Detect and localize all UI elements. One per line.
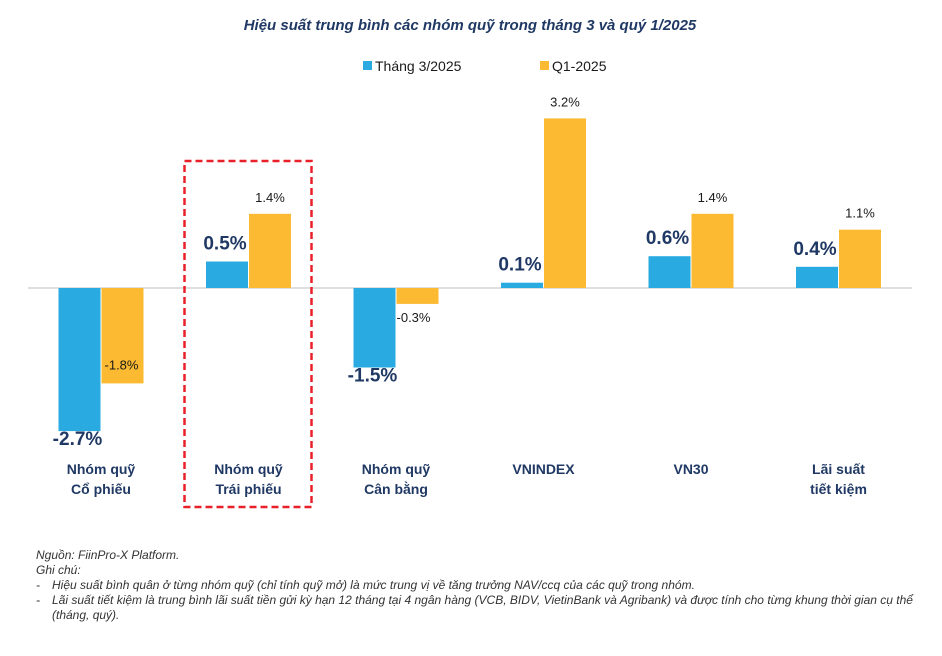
data-label-quarter: 1.1%	[845, 206, 875, 221]
category-label: VN30	[673, 461, 708, 477]
legend-label: Tháng 3/2025	[375, 58, 462, 74]
data-label-month: 0.5%	[203, 234, 246, 255]
chart-title: Hiệu suất trung bình các nhóm quỹ trong …	[244, 17, 697, 34]
bar-month	[796, 266, 838, 288]
data-label-month: 0.4%	[793, 239, 836, 260]
category-label-line: VNINDEX	[512, 461, 575, 477]
data-label-quarter: 1.4%	[255, 190, 285, 205]
bar-month	[501, 282, 543, 288]
note-bullet: -	[36, 593, 40, 607]
bar-month	[648, 256, 691, 288]
category-label: Lãi suất tiết kiệm	[810, 461, 867, 497]
data-label-quarter: 3.2%	[550, 94, 580, 109]
category-label: Nhóm quỹ Trái phiếu	[214, 461, 283, 497]
category-label-line: Cổ phiếu	[71, 481, 131, 497]
note-text: Lãi suất tiết kiệm là trung bình lãi suấ…	[52, 593, 913, 622]
bar-quarter	[839, 229, 881, 288]
bar-quarter	[396, 288, 439, 304]
category-label-line: tiết kiệm	[810, 481, 867, 497]
bar-quarter	[249, 213, 291, 288]
category-label-line: Cân bằng	[364, 480, 428, 497]
source-note: Nguồn: FiinPro-X Platform.	[36, 548, 180, 562]
highlight-box	[183, 159, 313, 509]
category-label-line: Nhóm quỹ	[362, 461, 431, 477]
data-label-month: -2.7%	[53, 429, 103, 450]
data-labels: -2.7% -1.8% 0.5% 1.4% -1.5% -0.3% 0.1% 3.2% 0.6%…	[53, 94, 876, 450]
data-label-quarter: -0.3%	[397, 310, 431, 325]
category-label-line: Trái phiếu	[215, 481, 281, 497]
data-label-month: 0.6%	[646, 228, 689, 249]
category-label-line: VN30	[673, 461, 708, 477]
bar-month	[353, 288, 396, 368]
bars	[28, 118, 912, 509]
data-label-quarter: 1.4%	[698, 190, 728, 205]
legend: Tháng 3/2025 Q1-2025	[363, 58, 607, 74]
legend-swatch	[363, 61, 372, 70]
note-text: Hiệu suất bình quân ở từng nhóm quỹ (chỉ…	[52, 578, 695, 592]
data-label-month: 0.1%	[498, 255, 541, 276]
data-label-quarter: -1.8%	[105, 357, 139, 372]
bar-quarter	[101, 288, 144, 384]
bar-month	[58, 288, 101, 432]
category-label: Nhóm quỹ Cân bằng	[362, 461, 431, 497]
footnotes: Nguồn: FiinPro-X Platform. Ghi chú: - Hi…	[36, 548, 916, 623]
category-label: VNINDEX	[512, 461, 575, 477]
category-label-line: Lãi suất	[812, 461, 865, 477]
note-item: - Hiệu suất bình quân ở từng nhóm quỹ (c…	[36, 578, 916, 593]
legend-label: Q1-2025	[552, 58, 607, 74]
note-item: - Lãi suất tiết kiệm là trung bình lãi s…	[36, 593, 916, 623]
bar-quarter	[691, 213, 734, 288]
legend-swatch	[540, 61, 549, 70]
bar-chart: Hiệu suất trung bình các nhóm quỹ trong …	[28, 17, 912, 509]
category-label-line: Nhóm quỹ	[214, 461, 283, 477]
category-label: Nhóm quỹ Cổ phiếu	[67, 461, 136, 497]
note-bullet: -	[36, 578, 40, 592]
notes-header: Ghi chú:	[36, 563, 81, 577]
category-label-line: Nhóm quỹ	[67, 461, 136, 477]
bar-month	[206, 261, 248, 288]
bar-quarter	[544, 118, 586, 289]
data-label-month: -1.5%	[348, 366, 398, 387]
